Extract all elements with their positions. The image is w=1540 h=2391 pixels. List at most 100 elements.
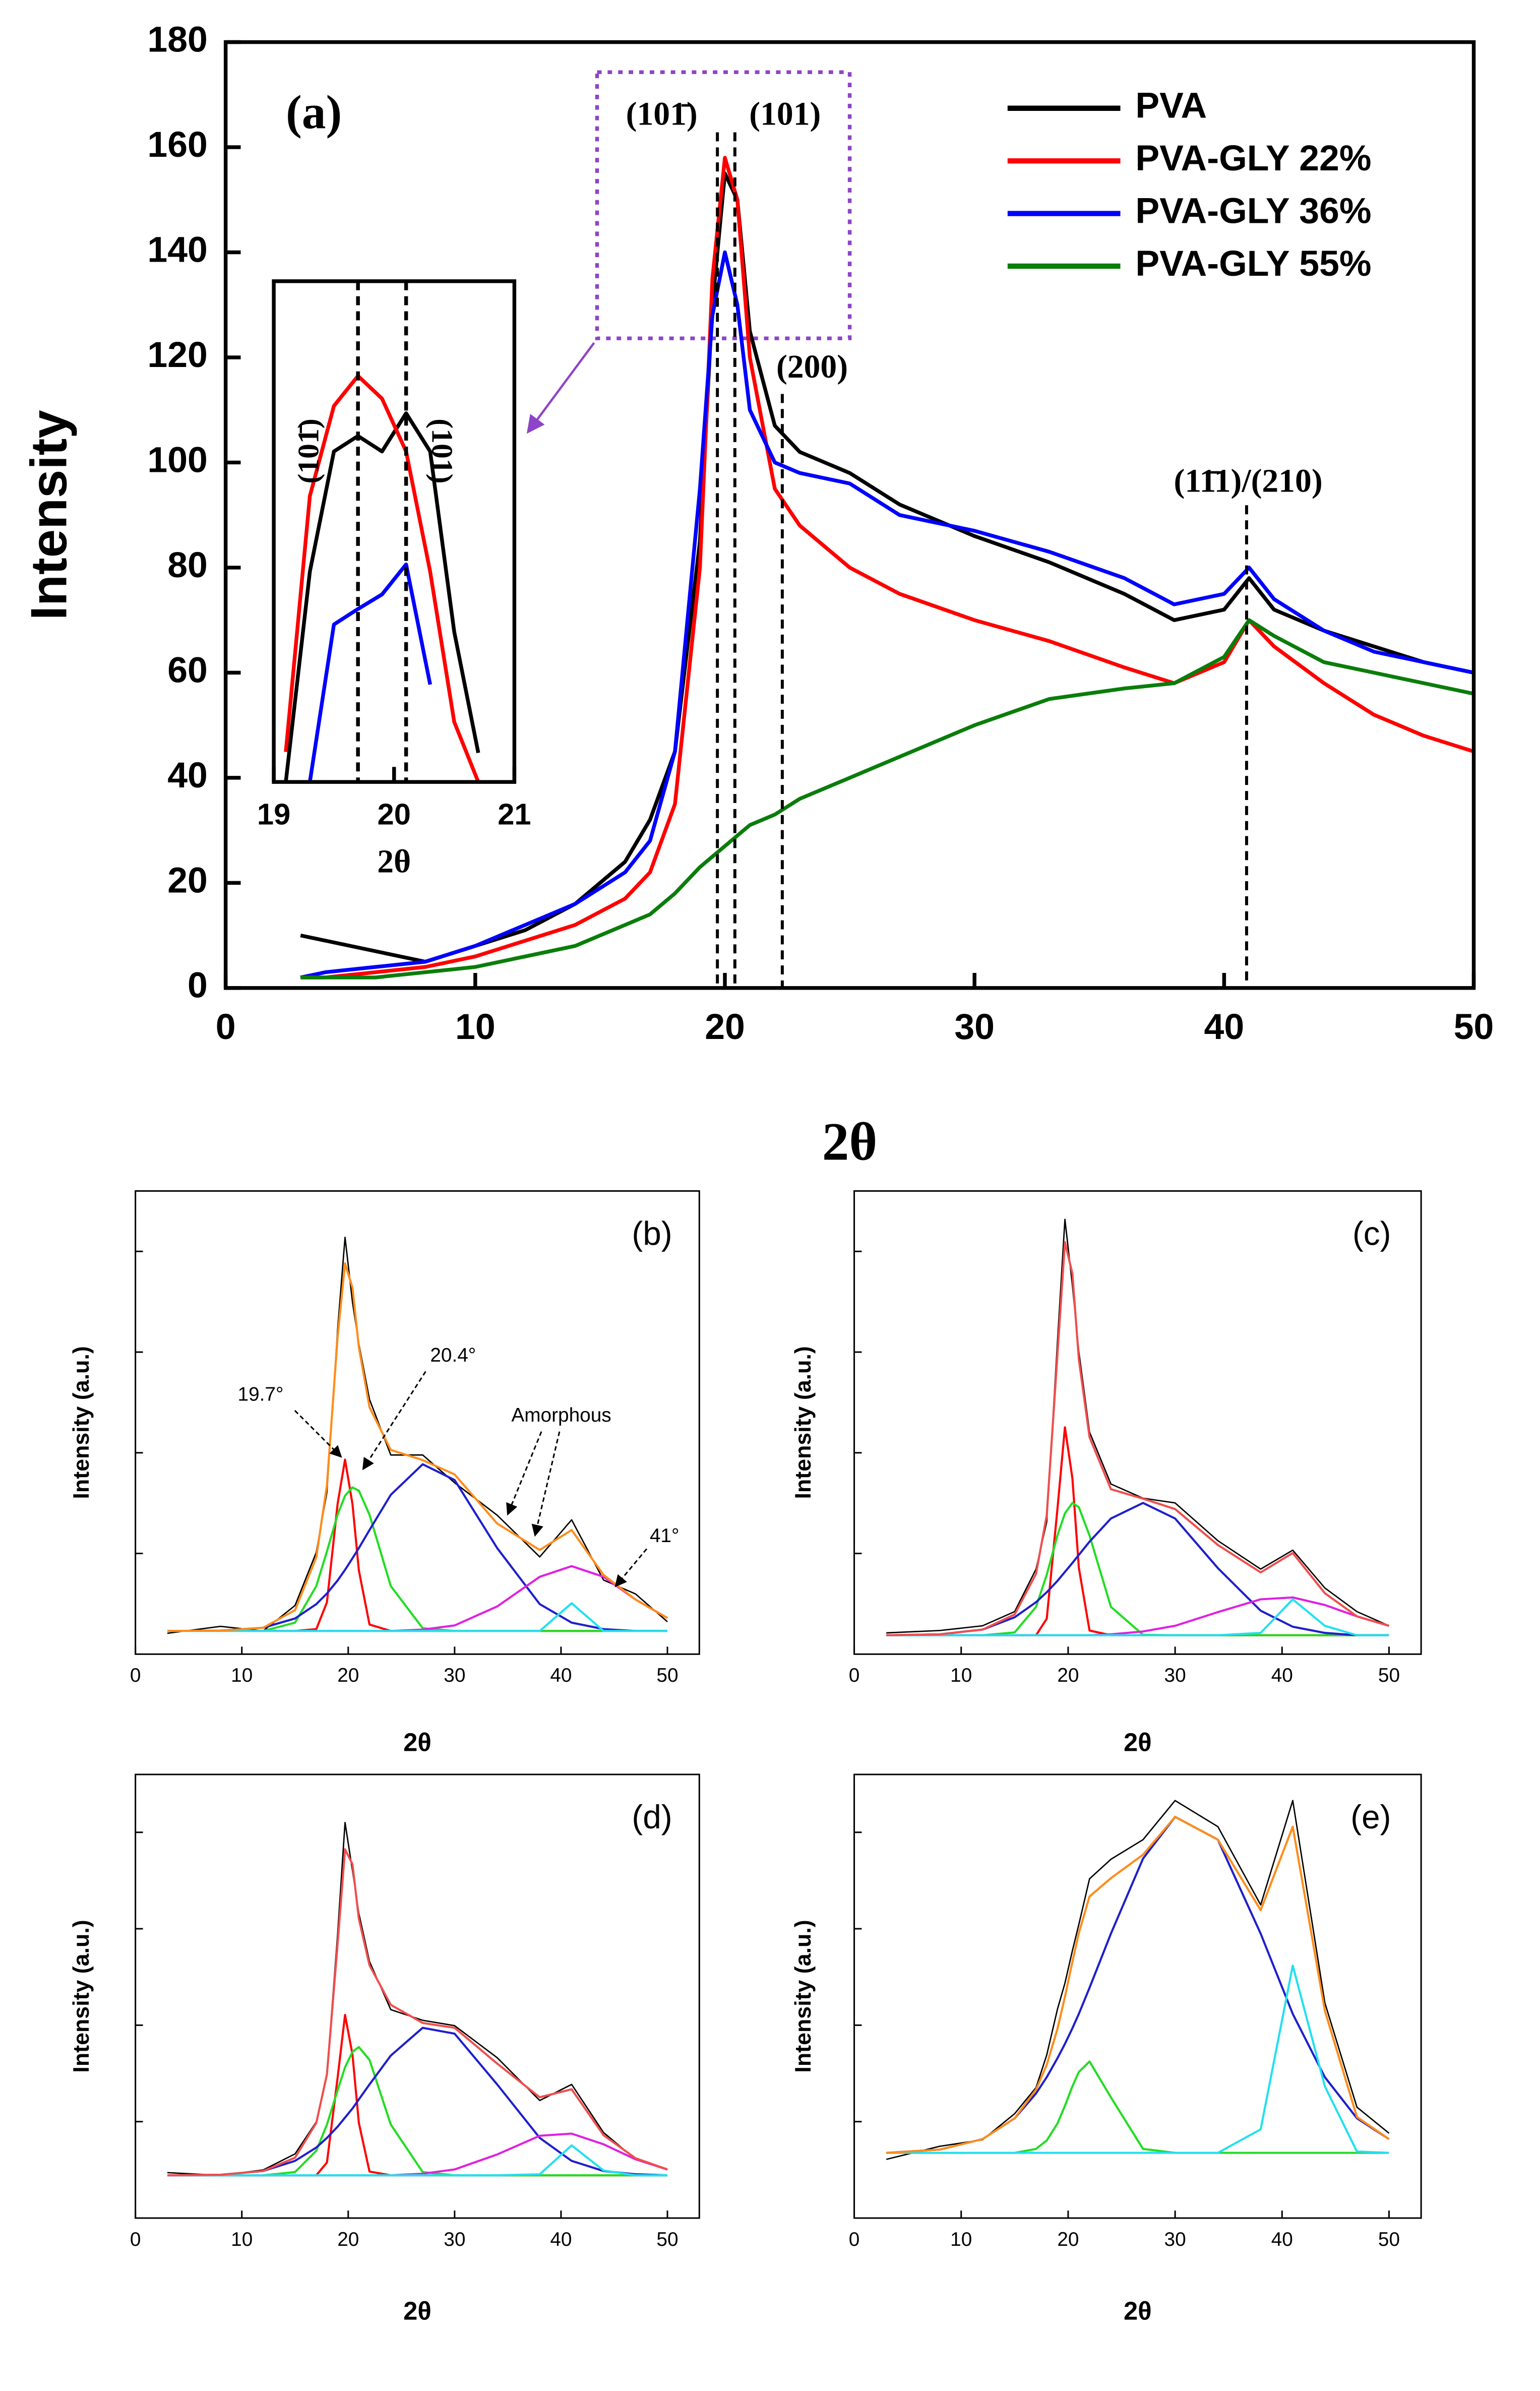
annotation-arrow [506,1431,542,1516]
axes-frame [135,1773,700,2219]
series-line [167,1848,668,2177]
x-tick-label: 50 [1378,1665,1400,1686]
y-tick-label: 80 [167,545,208,585]
y-tick-label: 180 [147,19,207,59]
x-tick-label: 20 [705,1007,745,1047]
plot-area [886,1800,1390,2160]
y-tick-label: 140 [147,229,207,270]
series-line [167,1463,667,1632]
series-line [167,2046,667,2177]
series-line [886,1426,1389,1636]
axes-frame [853,1773,1422,2219]
series-line [886,1815,1390,2154]
zoom-arrow [526,342,595,434]
x-axis-label: 2θ [1124,1728,1152,1757]
y-tick-label: 40 [167,755,208,795]
x-tick-label: 30 [1164,1665,1186,1686]
plot-area [300,156,1474,979]
x-tick-label: 40 [550,1665,572,1686]
peak-label: (200) [776,349,848,385]
annotation-arrow [614,1548,648,1587]
y-tick-label: 160 [147,125,207,165]
x-axis-label: 2θ [822,1112,878,1172]
x-tick-label: 20 [1057,1665,1079,1686]
x-tick-label: 40 [1271,2229,1293,2250]
panel-label: (b) [632,1215,672,1252]
series-line [167,1822,668,2176]
x-tick-label: 50 [656,2229,678,2250]
x-tick-label: 20 [337,2229,359,2250]
x-tick-label: 0 [849,2229,860,2250]
x-tick-label: 40 [1271,1665,1293,1686]
x-tick-label: 20 [1057,2229,1079,2250]
legend-label: PVA-GLY 22% [1135,138,1371,178]
y-axis-label: Intensity (a.u.) [790,1346,816,1499]
x-tick-label: 50 [656,1665,678,1686]
peak-label: (101̄) [626,96,698,133]
x-tick-label: 10 [950,1665,972,1686]
x-tick-label: 30 [954,1007,995,1047]
series-line [886,1598,1389,1636]
series-line [886,1965,1389,2154]
x-tick-label: 40 [550,2229,572,2250]
series-line [886,2060,1389,2154]
y-axis-label: Intensity [20,410,77,620]
y-tick-label: 60 [167,650,208,690]
y-axis-label: Intensity (a.u.) [69,1346,94,1499]
x-axis-label: 2θ [1124,2296,1152,2325]
series-line [167,1262,668,1632]
annotation-arrow [362,1371,426,1470]
x-axis-label: 2θ [403,1728,432,1757]
series-line [300,250,1474,979]
series-line [284,374,480,782]
x-tick-label: 0 [216,1007,236,1047]
x-tick-label: 10 [950,2229,972,2250]
x-tick-label: 10 [231,1665,253,1686]
panel-label: (a) [286,86,342,139]
series-line [308,562,432,782]
x-tick-label: 21 [498,798,531,831]
y-tick-label: 0 [188,965,208,1006]
annotation: 41° [650,1525,680,1547]
axes-frame [853,1190,1422,1655]
series-line [886,1502,1389,1636]
peak-label: (11̄1)/(210) [1174,463,1322,500]
axes-frame [223,40,1476,990]
annotation-arrow [531,1431,561,1537]
legend-label: PVA-GLY 55% [1135,243,1371,284]
annotation: Amorphous [511,1404,611,1426]
plot-area [167,1237,668,1634]
plot-area [284,374,480,782]
series-line [167,2132,668,2177]
series-line [886,1800,1390,2160]
panel-label: (e) [1350,1799,1391,1835]
panel-label: (d) [632,1799,672,1835]
series-line [284,411,480,782]
series-line [167,1458,667,1632]
x-tick-label: 20 [337,1665,359,1686]
x-tick-label: 50 [1378,2229,1400,2250]
series-line [886,1502,1389,1636]
x-tick-label: 19 [257,798,290,831]
y-axis-label: Intensity (a.u.) [790,1920,816,2072]
series-line [886,1815,1390,2154]
x-tick-label: 0 [130,2229,141,2250]
series-line [886,1218,1390,1634]
axes-frame [135,1190,700,1655]
x-tick-label: 50 [1454,1007,1494,1047]
series-line [167,2013,667,2177]
x-tick-label: 10 [455,1007,496,1047]
y-tick-label: 120 [147,335,207,375]
peak-label: (101) [426,418,459,483]
plot-area [886,1218,1390,1636]
series-line [167,1602,667,1632]
peak-label: (101) [749,96,821,133]
annotation: 19.7° [238,1383,284,1405]
panel-label: (c) [1352,1215,1391,1252]
inset-background [274,281,515,782]
x-axis-label: 2θ [403,2296,432,2325]
x-tick-label: 0 [130,1665,141,1686]
x-tick-label: 10 [231,2229,253,2250]
x-tick-label: 0 [849,1665,860,1686]
